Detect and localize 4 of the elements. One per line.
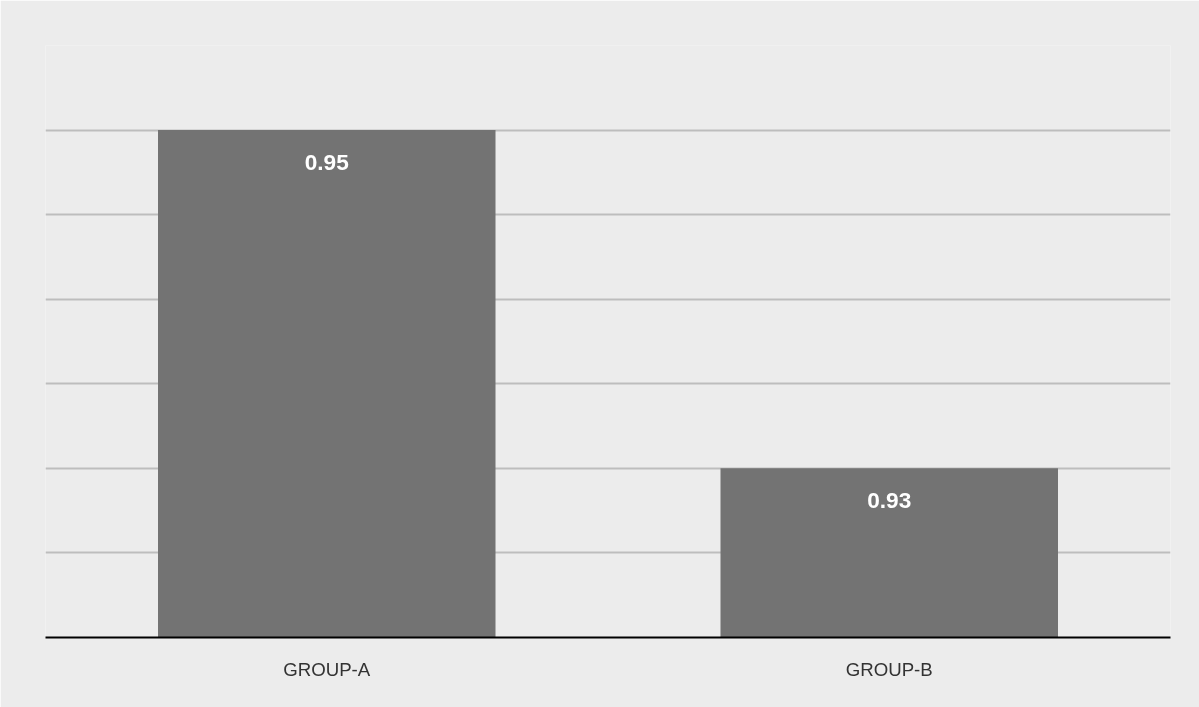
x-tick-label: GROUP-B bbox=[845, 658, 933, 680]
x-tick-label: GROUP-A bbox=[283, 658, 371, 680]
data-label: 0.95 bbox=[304, 149, 349, 176]
data-label: 0.93 bbox=[867, 487, 912, 514]
